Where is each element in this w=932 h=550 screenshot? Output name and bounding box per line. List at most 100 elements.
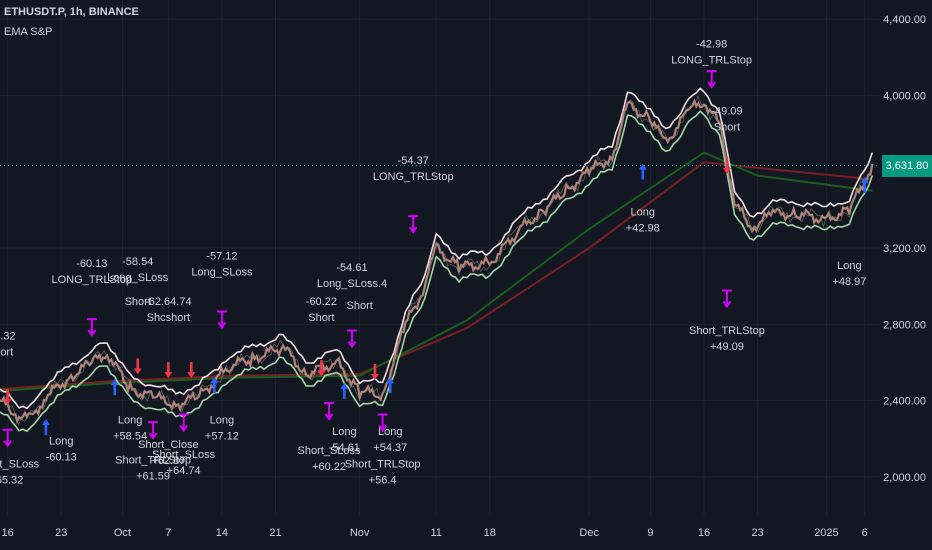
trade-annotation-label: Short_TRLStop bbox=[689, 325, 765, 337]
trade-annotation-label: Shcshort bbox=[147, 312, 190, 324]
trade-annotation-label: -65.32 bbox=[0, 331, 16, 343]
y-tick-label: 2,800.00 bbox=[883, 319, 926, 331]
x-tick-label: 23 bbox=[55, 527, 67, 539]
trade-annotation-label: LONG_TRLStop bbox=[373, 171, 454, 183]
exit-signal-marker bbox=[216, 310, 227, 330]
x-tick-label: 16 bbox=[2, 527, 14, 539]
trade-annotation-label: +60.22 bbox=[312, 461, 346, 473]
x-tick-label: 9 bbox=[647, 527, 653, 539]
trade-annotation-label: Long bbox=[118, 414, 142, 426]
exit-signal-marker bbox=[2, 428, 13, 448]
trade-annotation-label: +42.98 bbox=[626, 223, 660, 235]
y-tick-label: 2,000.00 bbox=[883, 472, 926, 484]
exit-signal-marker bbox=[706, 70, 717, 89]
trade-annotation-label: Long bbox=[332, 426, 356, 438]
y-tick-label: 4,000.00 bbox=[883, 90, 926, 102]
symbol-title[interactable]: ETHUSDT.P, 1h, BINANCE bbox=[4, 6, 139, 18]
x-axis: 16 23 Oct 7 14 21 Nov 11 18 Dec 9 16 23 2025 6 bbox=[2, 527, 868, 539]
trade-annotation-label: Long_SLoss bbox=[107, 272, 169, 284]
trade-annotation-label: LONG_TRLStop bbox=[51, 274, 132, 286]
trade-annotation-label: -42.98 bbox=[696, 39, 727, 51]
exit-signal-marker bbox=[408, 215, 419, 234]
trade-annotation-label: -65.32 bbox=[0, 474, 23, 486]
plot-area: -65.32 Short Short_SLoss -65.32 Long -60.13 -6… bbox=[0, 39, 880, 486]
trade-annotation-label: Long bbox=[49, 435, 73, 447]
trade-annotation-label: Short bbox=[308, 312, 334, 324]
trade-annotation-label: +54.37 bbox=[373, 442, 407, 454]
trade-annotation-label: Short bbox=[125, 296, 151, 308]
trade-annotation-label: +48.97 bbox=[832, 276, 866, 288]
x-tick-label: 7 bbox=[165, 527, 171, 539]
x-tick-label: 21 bbox=[269, 527, 281, 539]
long-signal-arrow bbox=[340, 382, 349, 399]
trade-annotation-label: Short bbox=[714, 121, 740, 133]
trade-annotation-label: -54.37 bbox=[398, 155, 429, 167]
last-price-badge: 3,631.80 bbox=[882, 154, 932, 177]
trade-annotation-label: +61.59 bbox=[136, 471, 170, 483]
exit-signal-marker bbox=[377, 413, 388, 433]
y-axis: 2,000.00 2,400.00 2,800.00 3,200.00 4,000.00… bbox=[883, 14, 926, 484]
trade-annotation-label: Long bbox=[210, 414, 234, 426]
x-tick-label: 11 bbox=[430, 527, 441, 539]
trade-annotation-label: Short_SLoss bbox=[0, 458, 40, 470]
trade-annotation-label: Short_TRLStop bbox=[345, 458, 421, 470]
trade-annotation-label: -58.54 bbox=[122, 256, 153, 268]
trade-annotation-label: -62.64.74 bbox=[145, 296, 191, 308]
y-tick-label: 3,200.00 bbox=[883, 243, 926, 255]
trade-annotation-label: +64.74 bbox=[167, 465, 201, 477]
y-tick-label: 2,400.00 bbox=[883, 396, 926, 408]
trade-annotation-label: -54.61 bbox=[329, 442, 360, 454]
short-signal-arrow bbox=[3, 388, 12, 405]
x-tick-label: 23 bbox=[751, 527, 763, 539]
trade-annotation-label: -60.13 bbox=[46, 451, 77, 463]
long-signal-arrow bbox=[860, 176, 869, 193]
x-tick-label: Nov bbox=[350, 527, 370, 539]
trade-annotation-label: +56.4 bbox=[369, 474, 397, 486]
indicator-name[interactable]: EMA S&P bbox=[4, 26, 53, 38]
short-signal-arrow bbox=[722, 158, 731, 175]
trade-annotation-label: -60.22 bbox=[306, 296, 337, 308]
ema-red-line bbox=[0, 161, 873, 391]
long-signal-arrow bbox=[210, 377, 219, 394]
trade-annotation-label: -54.61 bbox=[336, 262, 367, 274]
trade-annotation-label: Short_SLoss bbox=[298, 445, 361, 457]
trade-annotation-label: -60.13 bbox=[76, 258, 107, 270]
x-tick-label: 18 bbox=[484, 527, 496, 539]
trade-annotation-label: -57.12 bbox=[206, 250, 237, 262]
trade-annotation-label: LONG_TRLStop bbox=[671, 55, 752, 67]
trade-annotation-label: Short_TRLStop bbox=[115, 455, 191, 467]
trade-annotation-label: Short_Close bbox=[138, 439, 199, 451]
long-signal-arrow bbox=[386, 377, 395, 394]
trade-annotation-label: Long bbox=[837, 260, 861, 272]
exit-signal-marker bbox=[86, 318, 97, 337]
short-signal-arrow bbox=[370, 364, 379, 381]
x-tick-label: 16 bbox=[698, 527, 710, 539]
trade-annotation-label: Long_SLoss.4 bbox=[317, 278, 387, 290]
long-signal-arrow bbox=[638, 163, 647, 180]
exit-signal-marker bbox=[347, 329, 357, 349]
x-tick-label: Oct bbox=[114, 527, 131, 539]
trade-annotation-label: +58.54 bbox=[113, 430, 147, 442]
trade-annotation-label: Long bbox=[631, 207, 655, 219]
short-signal-arrow bbox=[133, 358, 142, 375]
trade-annotation-label: -49.09 bbox=[711, 105, 742, 117]
exit-signal-marker bbox=[324, 402, 335, 421]
exit-signal-marker bbox=[178, 413, 189, 433]
short-signal-arrow bbox=[187, 362, 196, 379]
short-signal-arrow bbox=[164, 362, 173, 379]
trade-annotation-label: +49.09 bbox=[710, 341, 744, 353]
exit-signal-marker bbox=[721, 289, 732, 309]
trade-annotation-label: Long bbox=[378, 426, 402, 438]
trade-annotation-label: Short bbox=[0, 347, 13, 359]
y-tick-label: 4,400.00 bbox=[883, 14, 926, 26]
trade-annotation-label: Short_SLoss bbox=[152, 449, 215, 461]
x-tick-label: 6 bbox=[862, 527, 868, 539]
upper-band-line bbox=[0, 87, 874, 410]
trade-annotation-label: Short bbox=[347, 300, 373, 312]
trade-annotation-label: Long_SLoss bbox=[191, 266, 253, 278]
x-tick-label: 14 bbox=[216, 527, 228, 539]
